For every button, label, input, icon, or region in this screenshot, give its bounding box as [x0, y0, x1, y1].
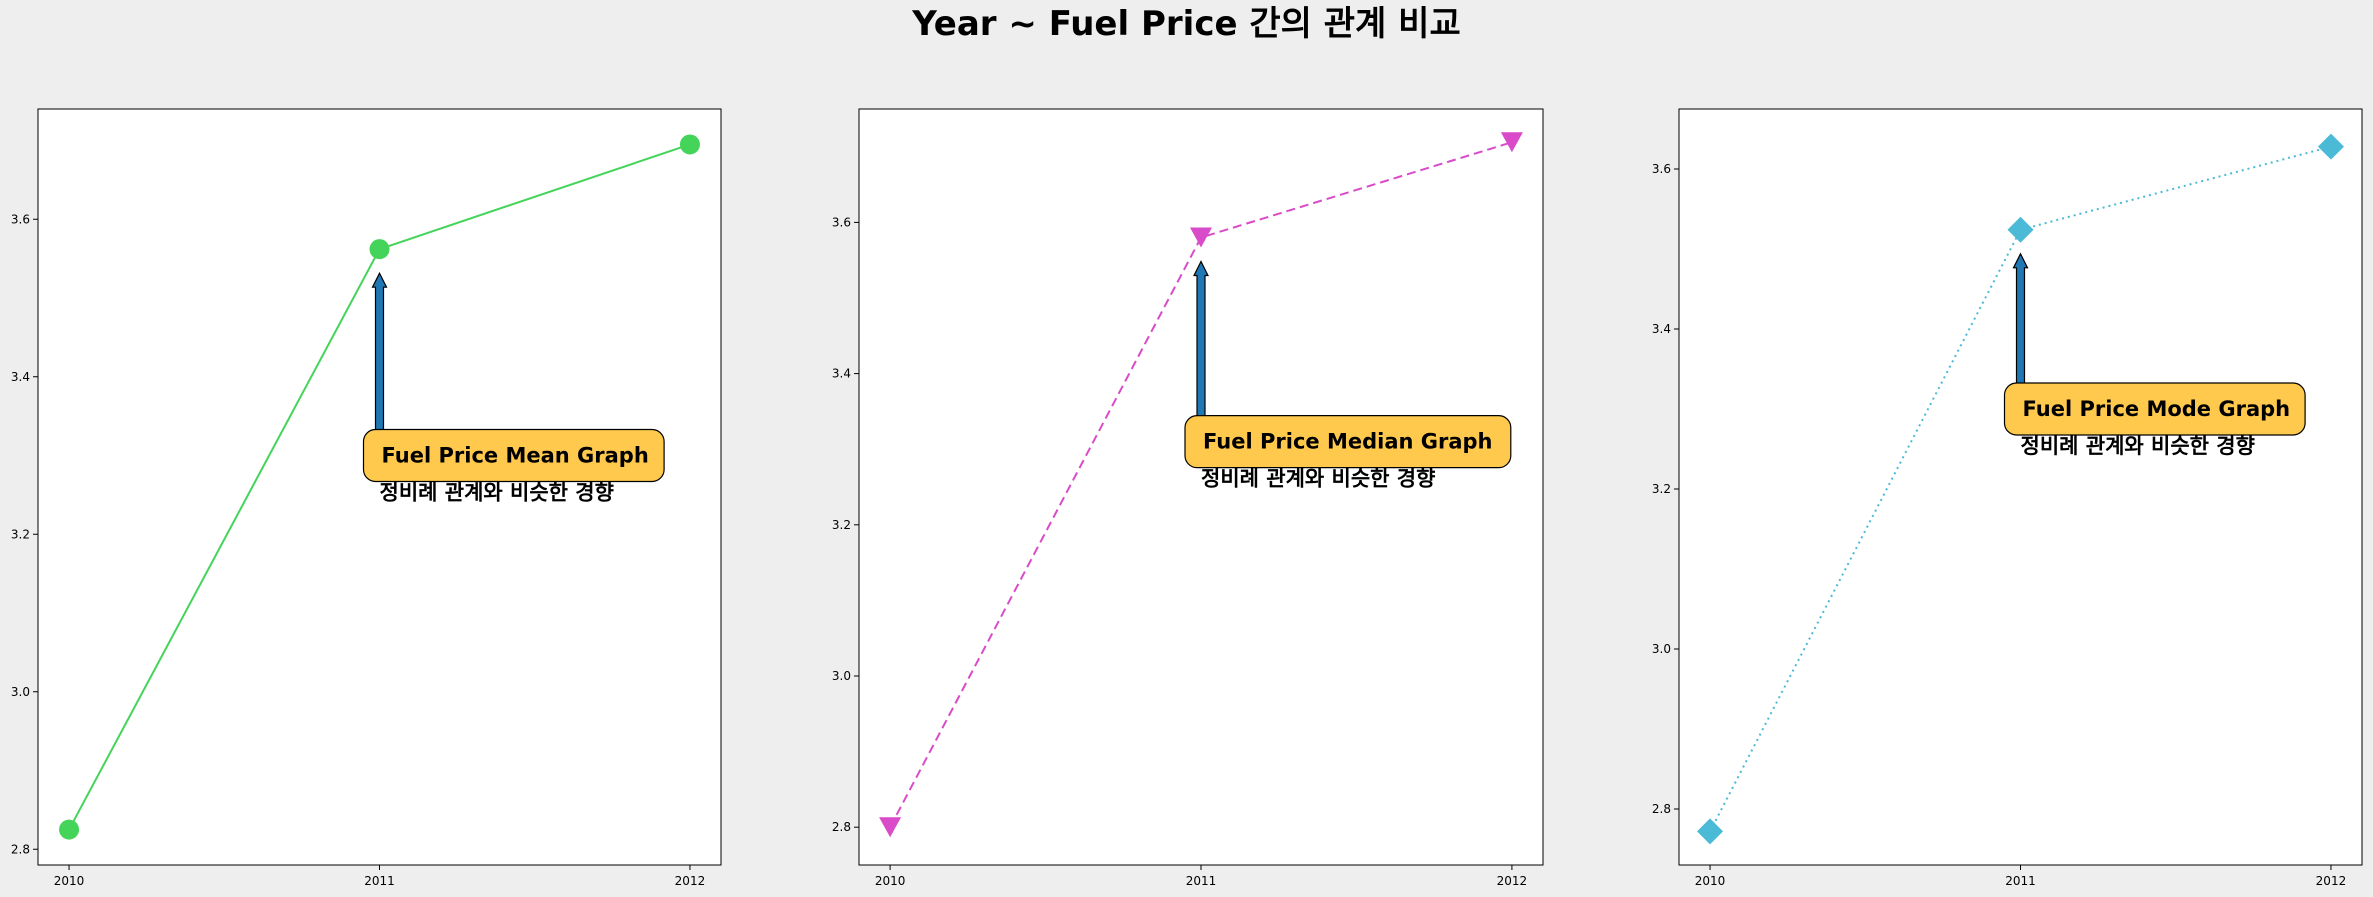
y-tick-label: 3.6	[1652, 162, 1671, 176]
x-tick-label: 2011	[2005, 874, 2036, 888]
annotation-box	[2003, 382, 2306, 436]
annotation-subtitle: 정비례 관계와 비슷한 경향	[1201, 467, 1435, 491]
x-tick-label: 2010	[1695, 874, 1726, 888]
annotation-title: Fuel Price Mean Graph	[382, 444, 649, 468]
x-tick-label: 2010	[875, 874, 906, 888]
y-tick-label: 3.6	[832, 215, 851, 229]
data-point	[2007, 216, 2034, 243]
data-point	[2317, 133, 2344, 160]
annotation-subtitle: 정비례 관계와 비슷한 경향	[380, 481, 614, 505]
x-tick-label: 2012	[2316, 874, 2347, 888]
y-tick-label: 3.0	[832, 669, 851, 683]
annotation-arrow	[2012, 252, 2029, 390]
x-tick-label: 2011	[364, 874, 395, 888]
y-tick-label: 2.8	[1652, 802, 1671, 816]
data-point	[1500, 132, 1523, 153]
annotation-box	[362, 428, 665, 483]
figure-title: Year ~ Fuel Price 간의 관계 비교	[912, 4, 1461, 44]
data-point	[59, 819, 80, 840]
y-tick-label: 3.4	[832, 367, 851, 381]
annotation-title: Fuel Price Median Graph	[1203, 430, 1493, 454]
y-tick-label: 2.8	[832, 820, 851, 834]
y-tick-label: 3.0	[1652, 642, 1671, 656]
annotation-title: Fuel Price Mode Graph	[2023, 397, 2291, 421]
annotation-arrow	[1193, 260, 1209, 423]
data-point	[369, 239, 390, 260]
y-tick-label: 3.4	[11, 370, 30, 384]
x-tick-label: 2011	[1186, 874, 1217, 888]
y-tick-label: 3.0	[11, 685, 30, 699]
data-point	[1697, 818, 1724, 845]
annotation-arrow	[371, 271, 388, 437]
y-tick-label: 2.8	[11, 842, 30, 856]
annotation-box	[1184, 415, 1512, 469]
y-tick-label: 3.6	[11, 212, 30, 226]
data-point	[679, 134, 700, 155]
data-point	[879, 817, 902, 838]
x-tick-label: 2010	[54, 874, 85, 888]
y-tick-label: 3.2	[1652, 482, 1671, 496]
y-tick-label: 3.2	[11, 527, 30, 541]
y-tick-label: 3.4	[1652, 322, 1671, 336]
y-tick-label: 3.2	[832, 518, 851, 532]
x-tick-label: 2012	[1497, 874, 1528, 888]
annotation-subtitle: 정비례 관계와 비슷한 경향	[2021, 434, 2255, 458]
x-tick-label: 2012	[675, 874, 706, 888]
data-point	[1190, 227, 1212, 248]
plot-area	[37, 108, 722, 866]
